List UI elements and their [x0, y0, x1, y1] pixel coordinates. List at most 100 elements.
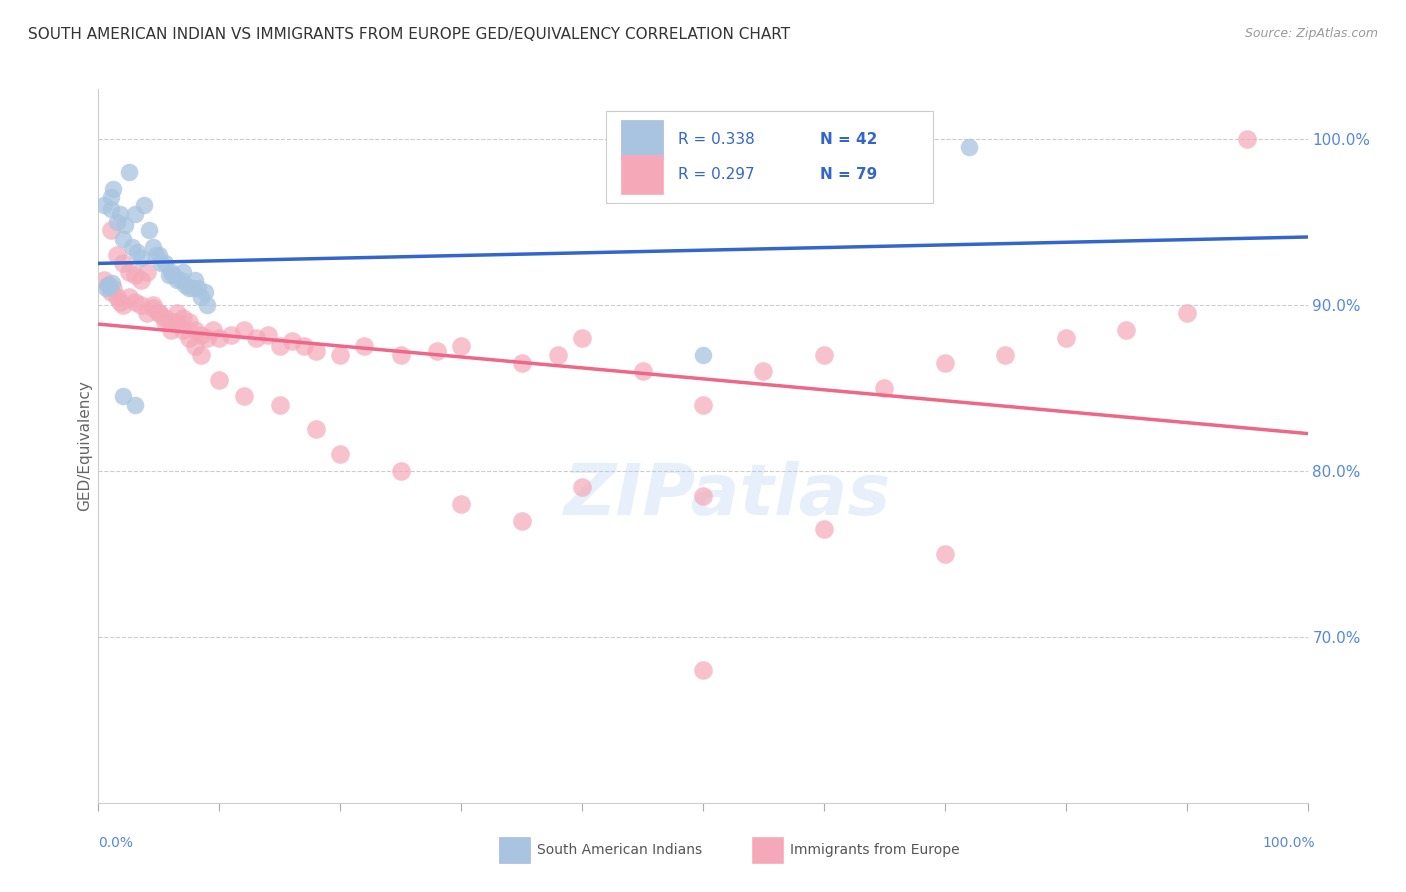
Point — [174, 278, 197, 293]
Point — [94, 281, 117, 295]
Point — [100, 202, 122, 216]
Point — [111, 389, 134, 403]
Point — [148, 248, 170, 262]
Point — [124, 294, 146, 309]
Text: 100.0%: 100.0% — [1263, 836, 1315, 850]
Point — [108, 294, 131, 309]
Text: Immigrants from Europe: Immigrants from Europe — [790, 843, 960, 857]
Point — [269, 397, 291, 411]
Point — [510, 356, 533, 370]
Point — [994, 348, 1017, 362]
Point — [101, 281, 124, 295]
Point — [166, 314, 188, 328]
Point — [389, 464, 412, 478]
Text: South American Indians: South American Indians — [537, 843, 702, 857]
Point — [1236, 132, 1258, 146]
Point — [934, 356, 956, 370]
Point — [195, 298, 218, 312]
Text: R = 0.297: R = 0.297 — [678, 168, 754, 182]
Point — [631, 364, 654, 378]
Point — [172, 323, 194, 337]
Point — [129, 273, 152, 287]
Point — [190, 348, 212, 362]
Point — [121, 240, 143, 254]
Point — [389, 348, 412, 362]
Point — [100, 223, 122, 237]
Point — [153, 314, 176, 328]
Point — [187, 281, 209, 295]
Point — [692, 348, 714, 362]
Point — [129, 252, 152, 266]
Point — [692, 489, 714, 503]
Point — [172, 265, 194, 279]
Point — [160, 323, 183, 337]
Point — [292, 339, 315, 353]
Point — [873, 381, 896, 395]
Point — [97, 278, 120, 293]
Point — [547, 348, 569, 362]
Point — [98, 279, 121, 293]
Point — [142, 240, 165, 254]
Point — [692, 397, 714, 411]
Text: R = 0.338: R = 0.338 — [678, 132, 755, 146]
Point — [93, 198, 115, 212]
Point — [105, 248, 128, 262]
Text: 0.0%: 0.0% — [98, 836, 134, 850]
Point — [510, 514, 533, 528]
Point — [957, 140, 980, 154]
Text: N = 79: N = 79 — [820, 168, 877, 182]
Point — [450, 339, 472, 353]
Point — [101, 182, 124, 196]
Point — [160, 314, 183, 328]
Point — [571, 481, 593, 495]
Point — [135, 306, 157, 320]
FancyBboxPatch shape — [621, 120, 664, 159]
Point — [245, 331, 267, 345]
Text: SOUTH AMERICAN INDIAN VS IMMIGRANTS FROM EUROPE GED/EQUIVALENCY CORRELATION CHAR: SOUTH AMERICAN INDIAN VS IMMIGRANTS FROM… — [28, 27, 790, 42]
Point — [135, 265, 157, 279]
Point — [179, 281, 201, 295]
Point — [150, 256, 173, 270]
Point — [194, 285, 217, 299]
Point — [232, 323, 254, 337]
Point — [232, 389, 254, 403]
Point — [127, 244, 149, 259]
Point — [195, 331, 218, 345]
Point — [105, 290, 128, 304]
Point — [166, 306, 188, 320]
Point — [571, 331, 593, 345]
Point — [145, 248, 167, 262]
Point — [184, 339, 207, 353]
Point — [692, 663, 714, 677]
Point — [111, 231, 134, 245]
Point — [114, 219, 136, 233]
Point — [142, 298, 165, 312]
Point — [100, 285, 122, 299]
Point — [172, 311, 194, 326]
Point — [305, 344, 328, 359]
Point — [169, 273, 191, 287]
Point — [124, 268, 146, 282]
Point — [179, 314, 201, 328]
Point — [269, 339, 291, 353]
Text: Source: ZipAtlas.com: Source: ZipAtlas.com — [1244, 27, 1378, 40]
Point — [138, 223, 160, 237]
FancyBboxPatch shape — [606, 111, 932, 203]
Point — [118, 265, 141, 279]
Point — [208, 373, 231, 387]
Point — [93, 273, 115, 287]
Point — [148, 306, 170, 320]
Point — [353, 339, 375, 353]
FancyBboxPatch shape — [621, 155, 664, 194]
Point — [100, 190, 122, 204]
Point — [329, 348, 352, 362]
Point — [124, 397, 146, 411]
Point — [124, 207, 146, 221]
Point — [305, 422, 328, 436]
Y-axis label: GED/Equivalency: GED/Equivalency — [77, 381, 91, 511]
Point — [153, 256, 176, 270]
Point — [208, 331, 231, 345]
Point — [281, 334, 304, 349]
Point — [221, 327, 243, 342]
Point — [813, 348, 835, 362]
